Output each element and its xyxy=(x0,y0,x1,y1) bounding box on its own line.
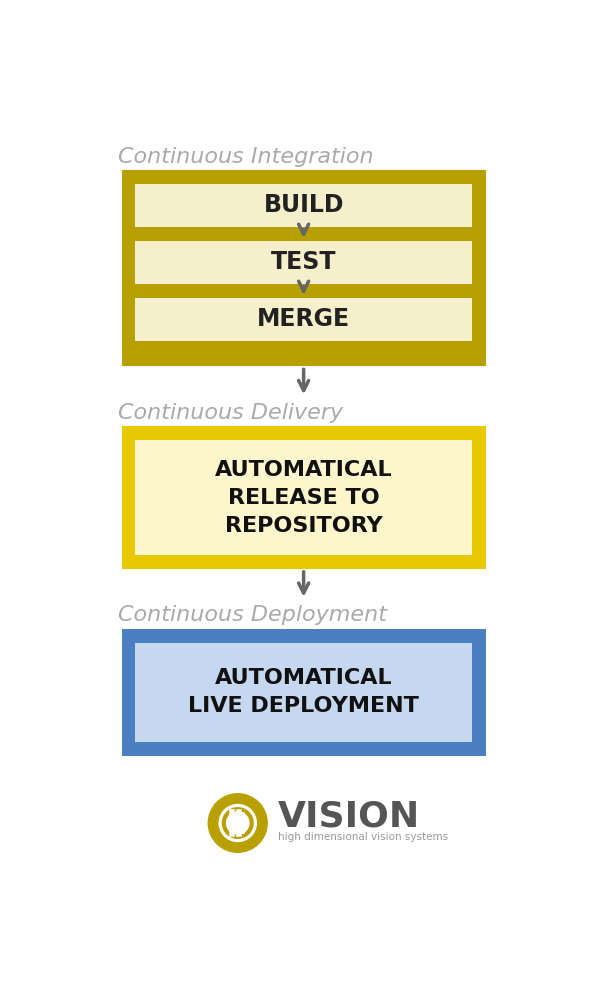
Bar xyxy=(136,440,472,555)
Text: VISION: VISION xyxy=(278,800,420,834)
Bar xyxy=(136,184,472,227)
Bar xyxy=(121,426,486,569)
Bar xyxy=(136,298,472,341)
Text: TEST: TEST xyxy=(271,250,337,274)
Text: BUILD: BUILD xyxy=(263,193,344,217)
Bar xyxy=(121,629,486,756)
Text: AUTOMATICAL
RELEASE TO
REPOSITORY: AUTOMATICAL RELEASE TO REPOSITORY xyxy=(215,460,392,536)
Text: Continuous Integration: Continuous Integration xyxy=(118,147,373,167)
Circle shape xyxy=(208,794,267,852)
Bar xyxy=(136,643,472,742)
Text: MERGE: MERGE xyxy=(257,307,350,331)
Text: AUTOMATICAL
LIVE DEPLOYMENT: AUTOMATICAL LIVE DEPLOYMENT xyxy=(188,668,419,716)
Bar xyxy=(121,170,486,366)
Text: high dimensional vision systems: high dimensional vision systems xyxy=(278,832,448,842)
Text: Continuous Delivery: Continuous Delivery xyxy=(118,403,343,423)
Circle shape xyxy=(219,805,256,841)
Text: Continuous Deployment: Continuous Deployment xyxy=(118,605,386,625)
Bar xyxy=(136,241,472,284)
